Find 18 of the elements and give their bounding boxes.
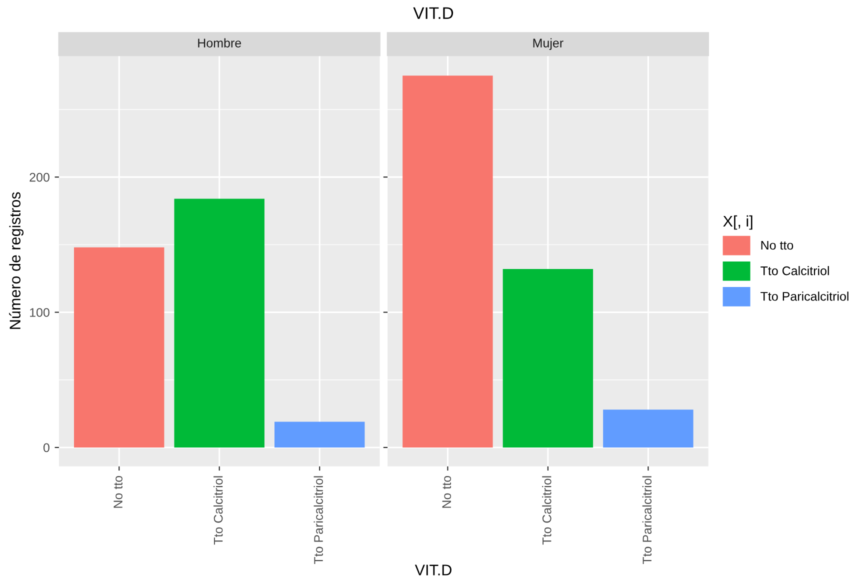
x-tick-label: Tto Calcitriol (214, 476, 223, 545)
x-tick-label: Tto Paricalcitriol (314, 476, 323, 564)
chart-subtitle: Mujer (533, 38, 564, 50)
text: VIT.D (414, 564, 452, 576)
legend-title: X[, i] (723, 215, 752, 230)
legend-label: Tto Calcitriol (760, 266, 829, 276)
legend-label: No tto (761, 240, 794, 250)
legend-label: Tto Paricalcitriol (760, 292, 848, 301)
chart-subtitle: Hombre (198, 38, 242, 48)
x-tick-label: No tto (114, 476, 122, 508)
y-tick-label: 100 (30, 308, 50, 317)
x-tick-label: No tto (442, 476, 452, 508)
y-axis-title: Número de registros (9, 192, 24, 329)
x-tick-label: Tto Calcitriol (542, 476, 552, 545)
y-tick-label: 200 (30, 172, 50, 182)
x-tick-label: Tto Paricalcitriol (642, 476, 652, 564)
y-tick-label: 0 (43, 443, 50, 452)
text: VIT.D (413, 7, 454, 19)
